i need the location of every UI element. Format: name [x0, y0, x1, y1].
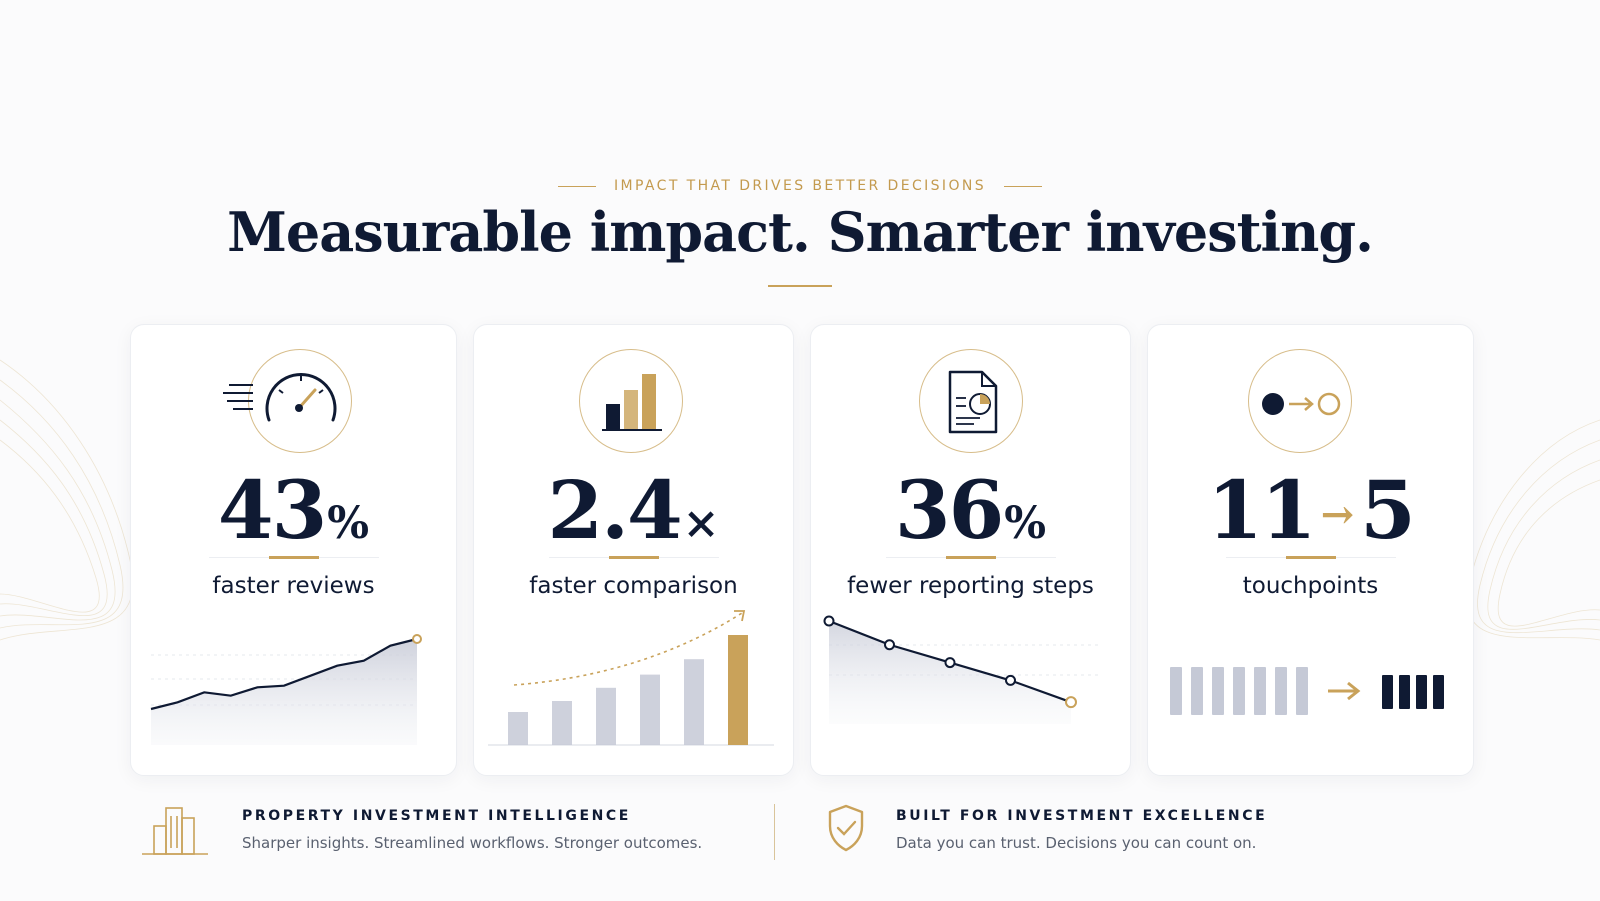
footer-left-title: PROPERTY INVESTMENT INTELLIGENCE — [242, 808, 631, 824]
eyebrow-rule-left — [557, 185, 596, 187]
line-point — [1005, 674, 1016, 686]
before-bar — [1233, 667, 1245, 715]
line-point — [944, 657, 956, 669]
divider-accent — [1285, 556, 1336, 559]
metric-label: fewer reporting steps — [847, 573, 1094, 599]
end-point — [412, 634, 422, 644]
bar — [596, 687, 616, 745]
eyebrow-text: IMPACT THAT DRIVES BETTER DECISIONS — [613, 178, 987, 194]
metric-value-row: 11 →5 — [1148, 463, 1473, 557]
bar-chart-icon — [602, 374, 662, 431]
metric-suffix: % — [327, 498, 370, 549]
metric-value: 2.4 — [547, 463, 682, 557]
metric-card-reporting: 36% fewer reporting steps — [810, 324, 1131, 776]
metric-value-row: 36% — [811, 463, 1130, 557]
divider-accent — [608, 556, 659, 559]
trend-line — [150, 637, 418, 711]
footer-right-title: BUILT FOR INVESTMENT EXCELLENCE — [896, 808, 1268, 824]
eyebrow: IMPACT THAT DRIVES BETTER DECISIONS — [0, 178, 1600, 194]
bar — [684, 659, 704, 745]
metric-value: 43 — [217, 463, 327, 557]
bar — [640, 674, 660, 745]
title-underline — [768, 285, 832, 287]
footer-right-subtitle: Data you can trust. Decisions you can co… — [896, 834, 1257, 852]
footer-separator — [774, 804, 775, 860]
line-point — [1065, 696, 1077, 709]
trend-arrow-line — [513, 612, 743, 686]
trend-area-chart — [150, 634, 422, 745]
icon-badge — [919, 349, 1023, 453]
metric-value-row: 43% — [131, 463, 456, 557]
compare-arrow-head — [1347, 681, 1361, 701]
decline-line-chart — [823, 615, 1101, 724]
metric-suffix: × — [682, 498, 720, 549]
page-title: Measurable impact. Smarter investing. — [227, 200, 1374, 264]
before-bar — [1254, 667, 1266, 715]
metric-card-reviews: 43% faster reviews — [130, 324, 457, 776]
after-bar — [1399, 675, 1410, 709]
footer: PROPERTY INVESTMENT INTELLIGENCE Sharper… — [0, 804, 1600, 878]
shield-check-icon — [828, 804, 864, 852]
metric-label: faster reviews — [212, 573, 375, 599]
metric-card-comparison: 2.4× faster comparison — [473, 324, 794, 776]
metric-label: faster comparison — [529, 573, 738, 599]
trend-arrow-head — [734, 610, 746, 622]
icon-badge — [579, 349, 683, 453]
line-point — [823, 615, 835, 627]
metric-arrow: → — [1320, 491, 1355, 538]
metric-value: 36 — [894, 463, 1004, 557]
before-bar — [1170, 667, 1182, 715]
after-bar — [1416, 675, 1427, 709]
speed-lines-icon — [223, 384, 253, 410]
after-bar — [1433, 675, 1444, 709]
metric-label: touchpoints — [1242, 573, 1379, 599]
report-document-icon — [948, 370, 998, 434]
eyebrow-rule-right — [1004, 185, 1043, 187]
metric-value-from: 11 — [1207, 463, 1316, 557]
bar — [728, 635, 748, 745]
before-bar — [1191, 667, 1203, 715]
metric-card-touchpoints: 11 →5 touchpoints — [1147, 324, 1474, 776]
bar — [508, 712, 528, 745]
speedometer-icon — [265, 373, 337, 422]
before-bar — [1212, 667, 1224, 715]
icon-badge — [248, 349, 352, 453]
after-bar — [1382, 675, 1393, 709]
area-fill — [829, 621, 1071, 724]
divider-accent — [945, 556, 996, 559]
bar — [552, 701, 572, 745]
area-fill — [151, 639, 417, 745]
footer-left-subtitle: Sharper insights. Streamlined workflows.… — [242, 834, 703, 852]
divider-accent — [268, 556, 319, 559]
before-bar — [1275, 667, 1287, 715]
before-bar — [1296, 667, 1308, 715]
buildings-icon — [142, 807, 208, 855]
line-point — [884, 639, 895, 651]
metric-suffix: % — [1004, 498, 1047, 549]
icon-badge — [1248, 349, 1352, 453]
touchpoint-compare-chart — [1170, 667, 1444, 715]
growth-bar-chart — [488, 610, 774, 746]
metric-value-to: 5 — [1360, 463, 1416, 557]
metric-value-row: 2.4× — [474, 463, 793, 557]
dot-arrow-circle-icon — [1262, 392, 1341, 416]
